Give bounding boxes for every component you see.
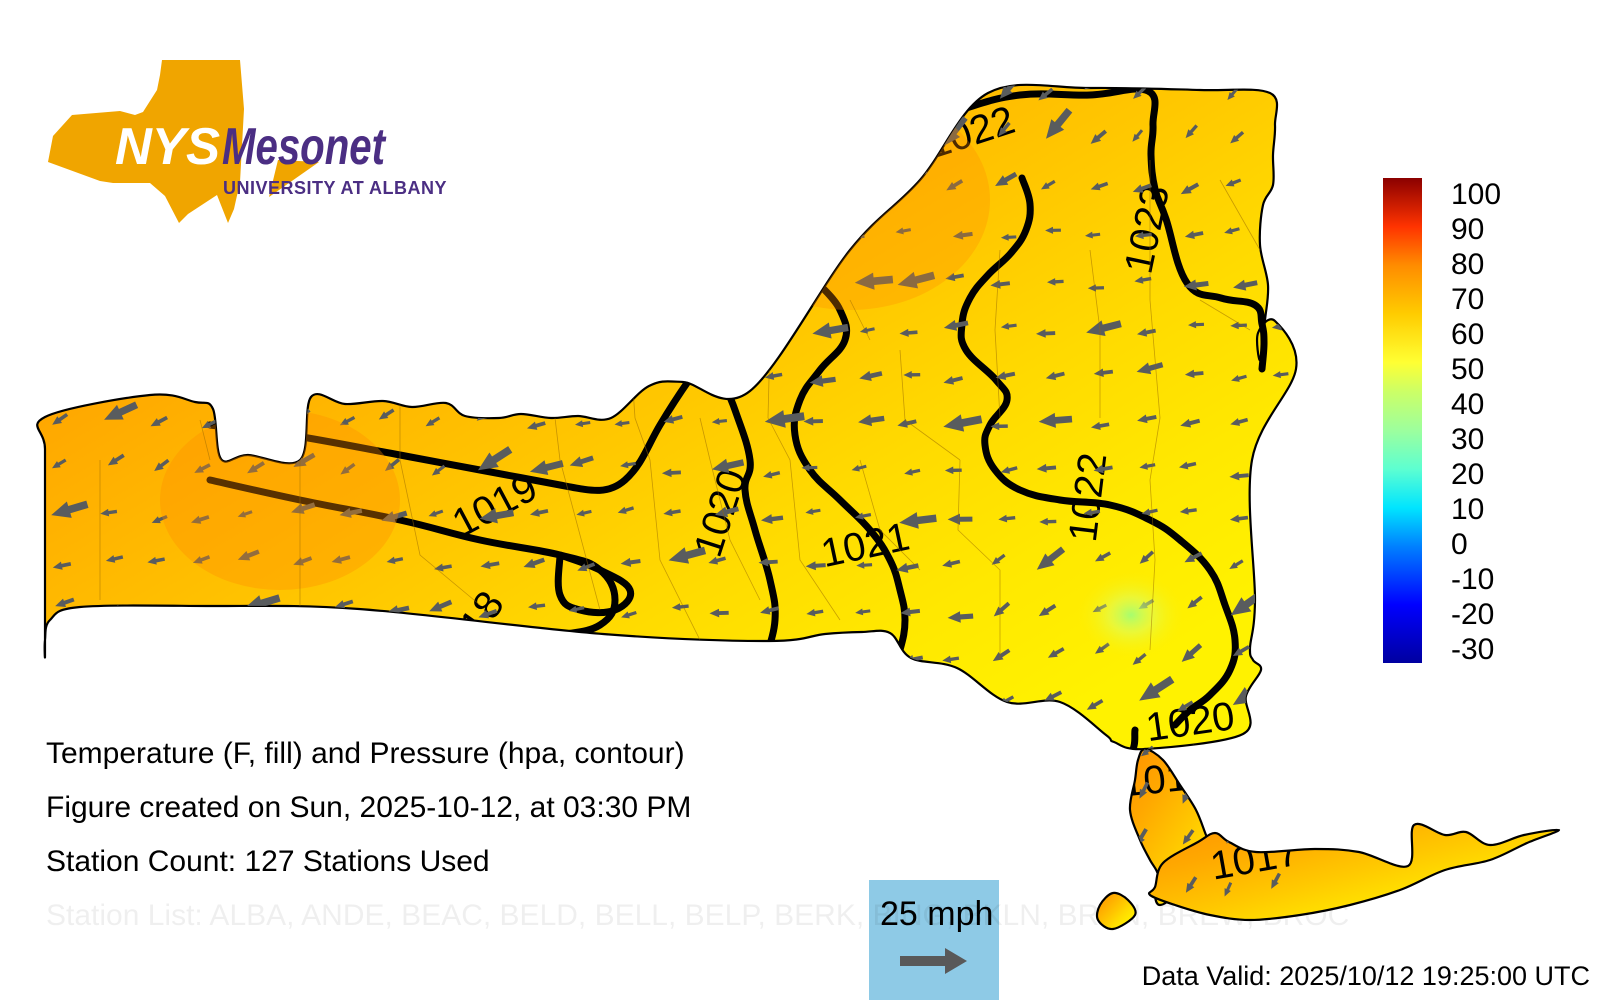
svg-text:60: 60: [1451, 318, 1484, 351]
svg-text:90: 90: [1451, 213, 1484, 246]
svg-text:-20: -20: [1451, 598, 1494, 631]
svg-text:Data Valid: 2025/10/12 19:25:0: Data Valid: 2025/10/12 19:25:00 UTC: [1142, 961, 1590, 991]
svg-text:Temperature (F, fill) and Pres: Temperature (F, fill) and Pressure (hpa,…: [46, 737, 685, 770]
svg-text:40: 40: [1451, 388, 1484, 421]
svg-text:20: 20: [1451, 458, 1484, 491]
svg-text:0: 0: [1451, 528, 1468, 561]
svg-text:-10: -10: [1451, 563, 1494, 596]
svg-text:Figure created on Sun, 2025-10: Figure created on Sun, 2025-10-12, at 03…: [46, 791, 691, 824]
svg-text:70: 70: [1451, 283, 1484, 316]
svg-text:Station Count: 127 Stations Us: Station Count: 127 Stations Used: [46, 845, 490, 878]
svg-text:10: 10: [1451, 493, 1484, 526]
svg-text:1019: 1019: [1119, 753, 1212, 806]
svg-text:30: 30: [1451, 423, 1484, 456]
svg-text:Station List: ALBA, ANDE, BEAC: Station List: ALBA, ANDE, BEAC, BELD, BE…: [46, 899, 1349, 932]
svg-text:-30: -30: [1451, 633, 1494, 666]
svg-text:100: 100: [1451, 178, 1501, 211]
svg-text:50: 50: [1451, 353, 1484, 386]
svg-text:80: 80: [1451, 248, 1484, 281]
